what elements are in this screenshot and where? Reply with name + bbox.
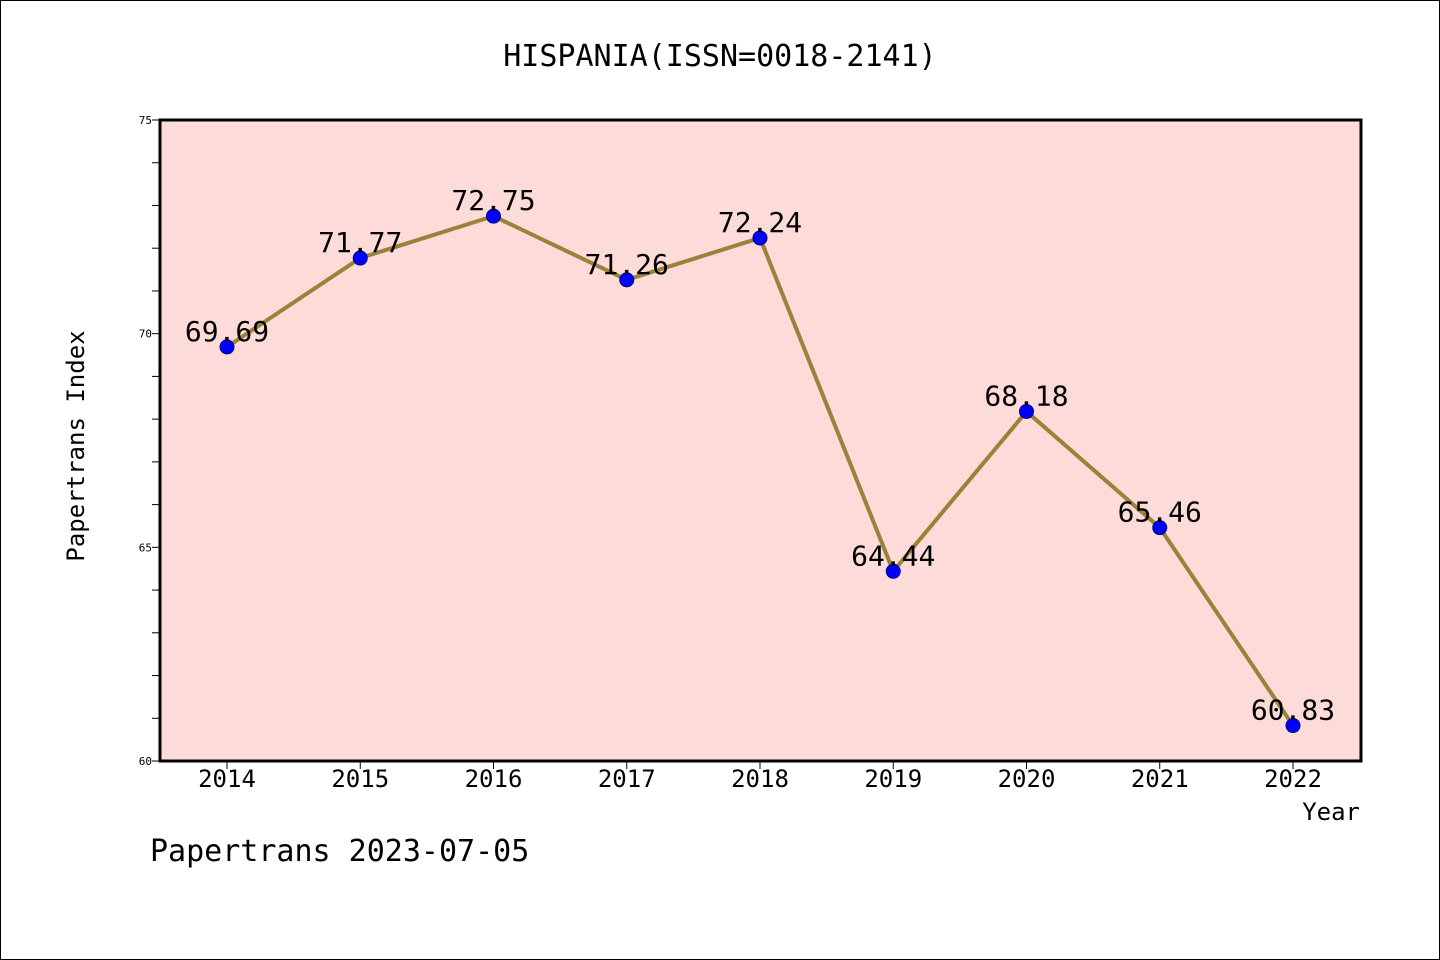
data-point [1285,718,1301,734]
x-axis: 2014 2015 2016 2017 2018 2019 2020 2021 2022 [198,761,1322,793]
plot-area [160,120,1361,761]
x-tick-label: 2019 [864,765,922,793]
data-point [619,272,635,288]
y-axis: 60 65 70 75 [139,114,160,768]
data-point [486,208,501,224]
y-tick-label: 60 [139,755,152,768]
data-label: 60.83 [1251,694,1335,727]
plot-border [158,118,1363,763]
y-tick-label: 65 [139,541,152,554]
data-point [1019,403,1034,419]
data-point [752,230,768,246]
chart-title: HISPANIA(ISSN=0018-2141) [503,39,936,74]
y-tick-label: 70 [139,328,152,341]
data-point [1152,520,1168,536]
data-label: 65.46 [1118,496,1202,529]
footer-credit: Papertrans 2023-07-05 [150,834,530,869]
data-label: 72.75 [451,184,535,217]
x-tick-label: 2015 [331,765,389,793]
data-label: 64.44 [851,539,935,572]
data-label: 72.24 [718,206,802,239]
x-tick-label: 2018 [731,765,789,793]
y-tick-label: 75 [139,114,152,127]
y-axis-label: Papertrans Index [62,330,90,561]
data-label: 71.26 [585,248,669,281]
data-point [885,563,901,579]
x-tick-label: 2014 [198,765,256,793]
data-labels: 69.69 71.77 72.75 71.26 72.24 64.44 68.18 65.46… [185,184,1335,726]
data-label: 68.18 [984,379,1068,412]
data-label: 71.77 [318,226,402,259]
x-tick-label: 2020 [998,765,1056,793]
x-tick-label: 2021 [1131,765,1189,793]
data-point [352,250,368,266]
x-axis-label: Year [1302,798,1360,826]
x-tick-label: 2017 [598,765,656,793]
data-label: 69.69 [185,315,269,348]
data-points [219,208,1301,734]
x-tick-label: 2016 [465,765,523,793]
x-tick-label: 2022 [1264,765,1322,793]
data-point [219,339,235,355]
